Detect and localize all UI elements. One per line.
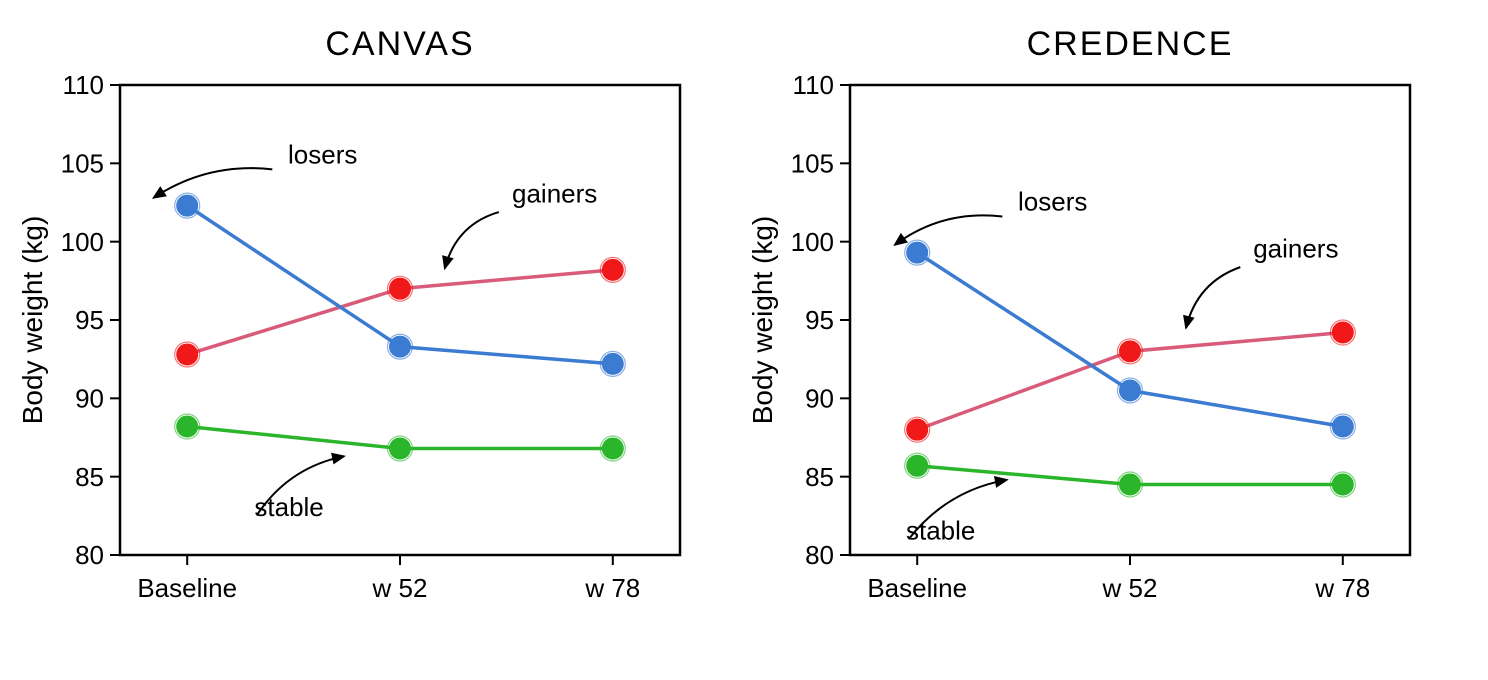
panel-title-canvas: CANVAS [325, 25, 474, 63]
series-marker-gainers [177, 344, 197, 364]
ytick-label: 105 [791, 148, 834, 178]
series-marker-losers [907, 243, 927, 263]
annot-arrow-losers [895, 215, 1003, 244]
xtick-label: w 78 [584, 573, 640, 603]
ytick-label: 85 [75, 462, 104, 492]
ytick-label: 85 [805, 462, 834, 492]
annot-label-gainers: gainers [512, 179, 597, 209]
xtick-label: Baseline [137, 573, 237, 603]
ytick-label: 100 [61, 227, 104, 257]
series-marker-gainers [603, 260, 623, 280]
ytick-label: 95 [805, 305, 834, 335]
plot-frame-canvas [120, 85, 680, 555]
ytick-label: 80 [75, 540, 104, 570]
ytick-label: 100 [791, 227, 834, 257]
series-marker-gainers [390, 279, 410, 299]
figure-svg: CANVAS 80 85 90 95 100 105 110 Baseline w 52 w 78 B… [0, 0, 1488, 680]
ytick-label: 105 [61, 148, 104, 178]
figure-container: CANVAS 80 85 90 95 100 105 110 Baseline w 52 w 78 B… [0, 0, 1488, 680]
ytick-label: 90 [805, 383, 834, 413]
series-marker-losers [177, 196, 197, 216]
ylabel: Body weight (kg) [17, 216, 48, 425]
panel-title-credence: CREDENCE [1027, 25, 1234, 63]
annot-label-losers: losers [288, 139, 357, 169]
xtick-label: w 78 [1314, 573, 1370, 603]
series-marker-losers [603, 354, 623, 374]
annot-label-losers: losers [1018, 186, 1087, 216]
ytick-label: 110 [63, 70, 104, 100]
xtick-label: w 52 [372, 573, 428, 603]
series-marker-stable [603, 438, 623, 458]
series-marker-gainers [1333, 323, 1353, 343]
series-marker-stable [1120, 475, 1140, 495]
xtick-label: w 52 [1102, 573, 1158, 603]
ytick-label: 90 [75, 383, 104, 413]
annot-arrow-gainers [445, 212, 499, 268]
annot-label-gainers: gainers [1253, 233, 1338, 263]
series-marker-stable [1333, 475, 1353, 495]
series-marker-gainers [907, 420, 927, 440]
series-marker-stable [177, 417, 197, 437]
xtick-label: Baseline [867, 573, 967, 603]
series-marker-gainers [1120, 341, 1140, 361]
series-marker-losers [1333, 417, 1353, 437]
series-marker-stable [390, 438, 410, 458]
annot-arrow-losers [154, 168, 273, 198]
panel-canvas: CANVAS 80 85 90 95 100 105 110 Baseline w 52 w 78 B… [17, 25, 680, 603]
panel-credence: CREDENCE 80 85 90 95 100 105 110 Baseline w 52 w 7… [747, 25, 1410, 603]
series-marker-stable [907, 456, 927, 476]
series-marker-losers [390, 337, 410, 357]
annot-label-stable: stable [254, 492, 323, 522]
ylabel: Body weight (kg) [747, 216, 778, 425]
ytick-label: 110 [793, 70, 834, 100]
ytick-label: 95 [75, 305, 104, 335]
annot-arrow-gainers [1186, 267, 1240, 328]
series-marker-losers [1120, 381, 1140, 401]
ytick-label: 80 [805, 540, 834, 570]
